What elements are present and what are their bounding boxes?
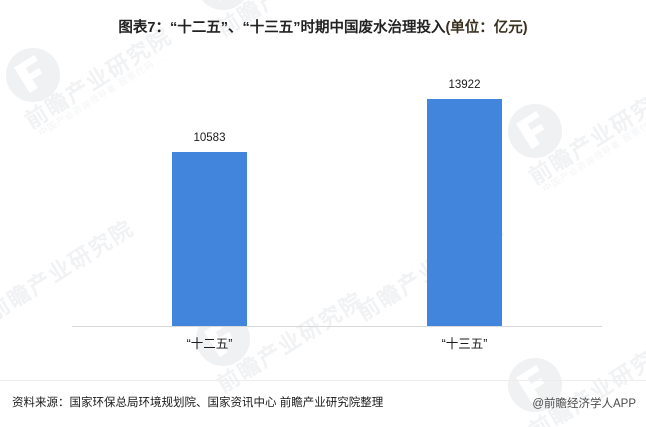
bar-series-0-category-0[interactable] bbox=[172, 152, 247, 326]
chart-title-unit: (单位：亿元) bbox=[445, 20, 528, 36]
x-axis-tick-label: “十二五” bbox=[186, 337, 233, 351]
chart-title: 图表7：“十二五”、“十三五”时期中国废水治理投入(单位：亿元) bbox=[0, 16, 646, 37]
x-axis-line bbox=[72, 326, 602, 327]
footer-divider bbox=[0, 380, 646, 381]
x-axis-tick-label: “十三五” bbox=[441, 337, 488, 351]
bar-value-label: 13922 bbox=[448, 79, 481, 91]
chart-title-main: 图表7：“十二五”、“十三五”时期中国废水治理投入 bbox=[118, 20, 446, 36]
source-note: 资料来源：国家环保总局环境规划院、国家资讯中心 前瞻产业研究院整理 bbox=[12, 397, 384, 409]
bar-value-label: 10583 bbox=[193, 132, 226, 144]
app-attribution: @前瞻经济学人APP bbox=[532, 398, 636, 410]
bar-series-0-category-1[interactable] bbox=[427, 99, 502, 326]
